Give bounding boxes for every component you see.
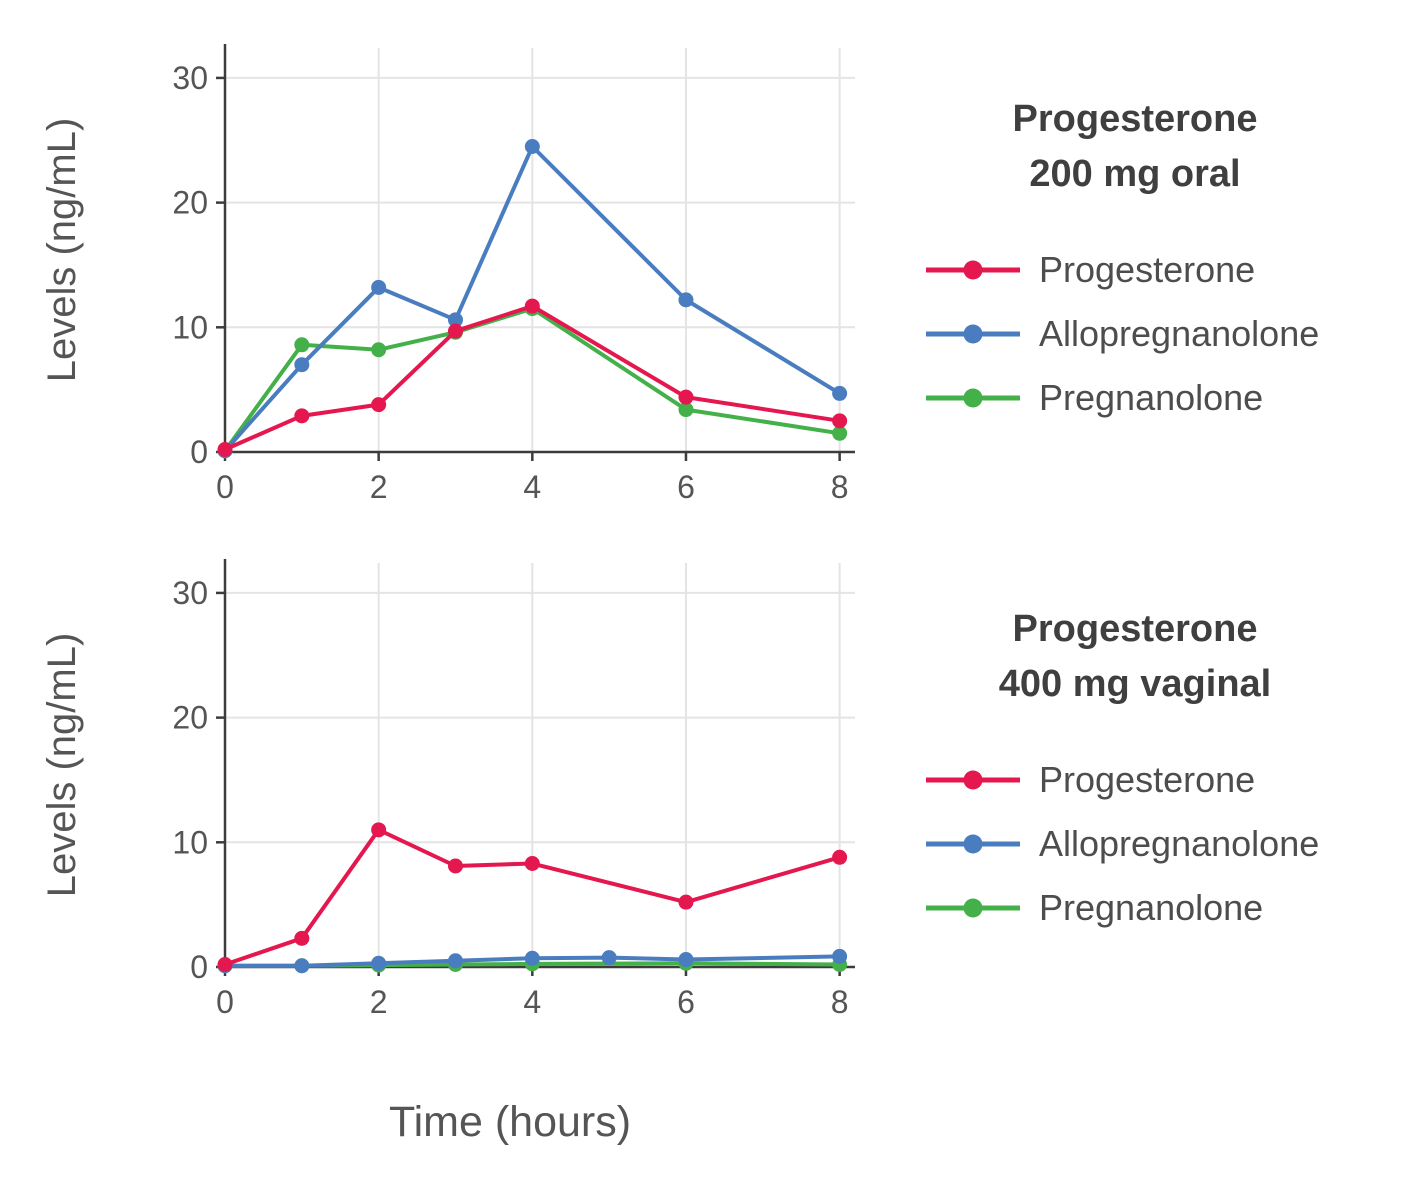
data-point-progesterone [294, 930, 310, 946]
x-tick-label: 4 [523, 984, 541, 1020]
legend-vaginal: Progesterone Allopregnanolone Pregnanolo… [895, 748, 1375, 940]
chart-title-line1: Progesterone [1012, 98, 1258, 140]
legend-swatch-progesterone-icon [926, 770, 1020, 790]
y-tick-label: 0 [190, 434, 208, 470]
x-tick-label: 4 [523, 469, 541, 505]
legend-item-pregnanolone: Pregnanolone [895, 876, 1375, 940]
legend-swatch-allopregnanolone-icon [926, 834, 1020, 854]
x-tick-label: 6 [677, 469, 695, 505]
legend-swatch-allopregnanolone-icon [926, 324, 1020, 344]
legend-label: Pregnanolone [1039, 377, 1264, 419]
x-tick-label: 8 [831, 469, 849, 505]
chart-title-oral: Progesterone 200 mg oral [895, 92, 1375, 202]
data-point-progesterone [524, 298, 540, 314]
data-point-pregnanolone [678, 402, 694, 418]
legend-item-progesterone: Progesterone [895, 238, 1375, 302]
data-point-progesterone [217, 442, 233, 458]
data-point-progesterone [524, 856, 540, 872]
y-tick-label: 0 [190, 949, 208, 985]
data-point-allopregnanolone [447, 953, 463, 969]
legend-swatch-pregnanolone-icon [926, 898, 1020, 918]
data-point-progesterone [832, 849, 848, 865]
data-point-progesterone [678, 389, 694, 405]
chart-title-line1: Progesterone [1012, 608, 1258, 650]
line-chart-oral: 0 2 4 6 8 0 10 20 30 [172, 44, 855, 505]
y-axis-label-vaginal: Levels (ng/mL) [40, 632, 84, 898]
series-line-allopregnanolone [223, 954, 842, 968]
y-axis-label-oral: Levels (ng/mL) [40, 117, 84, 383]
y-tick-label: 20 [172, 700, 208, 736]
data-point-progesterone [447, 323, 463, 339]
data-point-progesterone [294, 408, 310, 424]
data-point-allopregnanolone [832, 948, 848, 964]
data-point-allopregnanolone [832, 385, 848, 401]
legend-swatch-pregnanolone-icon [926, 388, 1020, 408]
data-point-allopregnanolone [371, 279, 387, 295]
legend-oral: Progesterone Allopregnanolone Pregnanolo… [895, 238, 1375, 430]
x-tick-label: 6 [677, 984, 695, 1020]
y-tick-label: 10 [172, 309, 208, 345]
legend-panel-oral: Progesterone 200 mg oral Progesterone Al… [895, 92, 1375, 430]
swatch-dot [963, 260, 983, 280]
y-tick-label: 30 [172, 575, 208, 611]
y-tick-label: 10 [172, 824, 208, 860]
x-tick-label: 0 [216, 984, 234, 1020]
legend-swatch-progesterone-icon [926, 260, 1020, 280]
chart-title-vaginal: Progesterone 400 mg vaginal [895, 602, 1375, 712]
data-point-progesterone [447, 858, 463, 874]
y-tick-label: 30 [172, 60, 208, 96]
legend-label: Allopregnanolone [1039, 313, 1320, 355]
chart-title-line2: 400 mg vaginal [998, 663, 1272, 706]
legend-item-allopregnanolone: Allopregnanolone [895, 812, 1375, 876]
data-point-pregnanolone [832, 425, 848, 441]
legend-label: Pregnanolone [1039, 887, 1264, 929]
chart-title-line2: 200 mg oral [1029, 153, 1241, 196]
x-tick-label: 2 [370, 984, 388, 1020]
x-tick-label: 2 [370, 469, 388, 505]
data-point-allopregnanolone [294, 958, 310, 974]
legend-label: Progesterone [1039, 759, 1256, 801]
swatch-dot [963, 898, 983, 918]
data-point-allopregnanolone [678, 292, 694, 308]
data-point-allopregnanolone [678, 952, 694, 968]
data-point-allopregnanolone [447, 312, 463, 328]
data-point-pregnanolone [371, 342, 387, 358]
swatch-dot [963, 388, 983, 408]
data-point-allopregnanolone [524, 139, 540, 155]
y-tick-label: 20 [172, 185, 208, 221]
data-point-allopregnanolone [524, 950, 540, 966]
legend-label: Progesterone [1039, 249, 1256, 291]
data-point-allopregnanolone [294, 357, 310, 373]
legend-label: Allopregnanolone [1039, 823, 1320, 865]
legend-item-allopregnanolone: Allopregnanolone [895, 302, 1375, 366]
data-point-progesterone [832, 413, 848, 429]
legend-panel-vaginal: Progesterone 400 mg vaginal Progesterone… [895, 602, 1375, 940]
swatch-dot [963, 834, 983, 854]
x-tick-label: 8 [831, 984, 849, 1020]
legend-item-pregnanolone: Pregnanolone [895, 366, 1375, 430]
data-point-allopregnanolone [371, 955, 387, 971]
data-point-progesterone [371, 822, 387, 838]
x-axis-label: Time (hours) [388, 1098, 632, 1146]
x-tick-label: 0 [216, 469, 234, 505]
data-point-allopregnanolone [601, 950, 617, 966]
data-point-pregnanolone [294, 337, 310, 353]
data-point-progesterone [217, 957, 233, 973]
line-chart-vaginal: 0 2 4 6 8 0 10 20 30 [172, 559, 855, 1020]
data-point-progesterone [678, 894, 694, 910]
legend-item-progesterone: Progesterone [895, 748, 1375, 812]
swatch-dot [963, 324, 983, 344]
swatch-dot [963, 770, 983, 790]
data-point-progesterone [371, 397, 387, 413]
